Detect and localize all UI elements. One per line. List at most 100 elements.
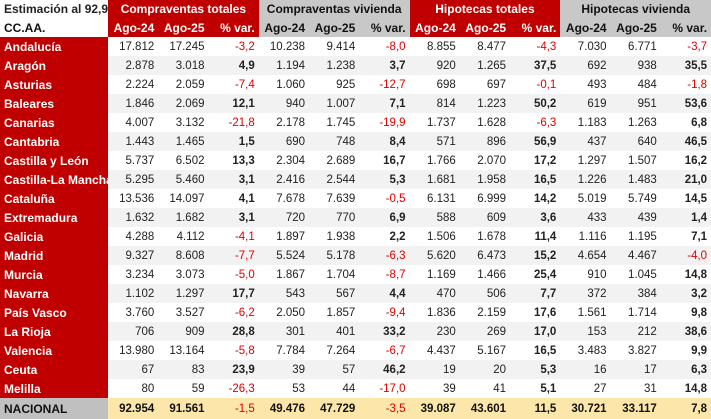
- value-cell: 53: [292, 382, 306, 395]
- value-cell: 6.502: [175, 154, 205, 167]
- value-cell: 57: [309, 360, 360, 379]
- value-cell: 1.506: [427, 230, 456, 243]
- value-cell: 1.483: [610, 170, 661, 189]
- value-cell: 1.060: [276, 78, 306, 91]
- value-cell: 1.226: [560, 170, 611, 189]
- table-row: Murcia 3.234 3.073 -5,0 1.867 1.704 -8,7 1.169 1…: [0, 265, 711, 284]
- table-row: Ceuta 67 83 23,9 39 57 46,2 19 20 5,3 16 17 6,3: [0, 360, 711, 379]
- column-header: Ago-25: [610, 18, 661, 37]
- region-name: Melilla: [0, 379, 108, 398]
- value-cell: 1.766: [427, 154, 456, 167]
- region-name: Madrid: [0, 246, 108, 265]
- value-cell: 2.069: [158, 94, 209, 113]
- region-name: Andalucía: [0, 37, 108, 56]
- value-cell: 269: [459, 322, 511, 341]
- value-cell: 39: [258, 360, 310, 379]
- value-cell: 720: [258, 208, 310, 227]
- percent-change-cell: 5,1: [540, 382, 557, 395]
- table-row: Valencia 13.980 13.164 -5,8 7.784 7.264 -6,7 4.…: [0, 341, 711, 360]
- value-cell: 1.223: [459, 94, 511, 113]
- value-cell: 39: [443, 382, 456, 395]
- percent-change-cell: 16,5: [510, 170, 561, 189]
- value-cell: 588: [409, 208, 460, 227]
- percent-change-cell: -6,3: [536, 116, 557, 129]
- value-cell: 153: [560, 322, 611, 341]
- percent-change-cell: -3,2: [234, 40, 255, 53]
- value-cell: 1.466: [477, 268, 507, 281]
- percent-change-cell: 5,3: [510, 360, 561, 379]
- region-name: Extremadura: [0, 208, 108, 227]
- value-cell: 3.073: [175, 268, 205, 281]
- table-row: Castilla y León 5.737 6.502 13,3 2.304 2.689 1…: [0, 151, 711, 170]
- value-cell: 20: [459, 360, 511, 379]
- table-row: Melilla 80 59 -26,3 53 44 -17,0 39 41 5,1 27 31 14,8: [0, 379, 711, 398]
- value-cell: 8.477: [477, 40, 507, 53]
- value-cell: 80: [141, 382, 155, 395]
- value-cell: 3.483: [577, 344, 607, 357]
- value-cell: 14.097: [169, 192, 205, 205]
- group-header: Hipotecas vivienda: [560, 0, 711, 18]
- table-row: País Vasco 3.760 3.527 -6,2 2.050 1.857 -9,4 1.…: [0, 303, 711, 322]
- percent-change-cell: 2,2: [389, 230, 406, 243]
- percent-change-cell: -4,0: [660, 246, 711, 265]
- value-cell: 1.102: [108, 284, 159, 303]
- value-cell: 1.263: [628, 116, 657, 129]
- value-cell: 5.178: [309, 246, 360, 265]
- group-header: Compraventas totales: [108, 0, 259, 18]
- value-cell: 9.414: [326, 40, 356, 53]
- table-row: La Rioja 706 909 28,8 301 401 33,2 230 269 17,0 15…: [0, 322, 711, 341]
- percent-change-cell: 6,9: [359, 208, 410, 227]
- percent-change-cell: 33,2: [359, 322, 410, 341]
- value-cell: 2.159: [477, 306, 507, 319]
- table-row: Castilla-La Mancha 5.295 5.460 3,1 2.416 2.54…: [0, 170, 711, 189]
- value-cell: 43.601: [459, 398, 511, 419]
- value-cell: 1.681: [409, 170, 460, 189]
- percent-change-cell: -3,7: [687, 40, 708, 53]
- value-cell: 49.476: [258, 398, 310, 419]
- value-cell: 1.836: [427, 306, 456, 319]
- value-cell: 2.544: [309, 170, 360, 189]
- value-cell: 301: [258, 322, 310, 341]
- percent-change-cell: 12,1: [208, 94, 259, 113]
- percent-change-cell: -4,1: [234, 230, 255, 243]
- percent-change-cell: 28,8: [208, 322, 259, 341]
- value-cell: 4.437: [427, 344, 456, 357]
- percent-change-cell: 25,4: [533, 268, 557, 281]
- percent-change-cell: 6,8: [691, 116, 708, 129]
- value-cell: 6.999: [477, 192, 507, 205]
- percent-change-cell: 7,7: [510, 284, 561, 303]
- percent-change-cell: -7,7: [208, 246, 259, 265]
- percent-change-cell: 21,0: [660, 170, 711, 189]
- percent-change-cell: -3,5: [359, 398, 410, 419]
- value-cell: 5.737: [125, 154, 155, 167]
- value-cell: 609: [459, 208, 511, 227]
- value-cell: 1.628: [477, 116, 507, 129]
- value-cell: 571: [409, 132, 460, 151]
- value-cell: 698: [436, 78, 456, 91]
- value-cell: 1.007: [309, 94, 360, 113]
- percent-change-cell: 9,8: [691, 306, 708, 319]
- value-cell: 30.721: [560, 398, 611, 419]
- percent-change-cell: -5,8: [234, 344, 255, 357]
- percent-change-cell: 46,2: [359, 360, 410, 379]
- region-name: Aragón: [0, 56, 108, 75]
- value-cell: 470: [409, 284, 460, 303]
- value-cell: 925: [336, 78, 356, 91]
- percent-change-cell: 7,1: [359, 94, 410, 113]
- value-cell: 31: [644, 382, 657, 395]
- value-cell: 2.224: [125, 78, 155, 91]
- value-cell: 2.878: [108, 56, 159, 75]
- percent-change-cell: 13,3: [232, 154, 255, 167]
- value-cell: 1.443: [108, 132, 159, 151]
- value-cell: 1.745: [326, 116, 356, 129]
- value-cell: 697: [486, 78, 507, 91]
- percent-change-cell: 14,8: [684, 382, 708, 395]
- region-name: Asturias: [0, 75, 108, 94]
- value-cell: 640: [610, 132, 661, 151]
- value-cell: 4.112: [176, 230, 205, 243]
- value-cell: 47.729: [309, 398, 360, 419]
- value-cell: 5.019: [577, 192, 607, 205]
- percent-change-cell: 4,9: [208, 56, 259, 75]
- region-name: Castilla-La Mancha: [0, 170, 108, 189]
